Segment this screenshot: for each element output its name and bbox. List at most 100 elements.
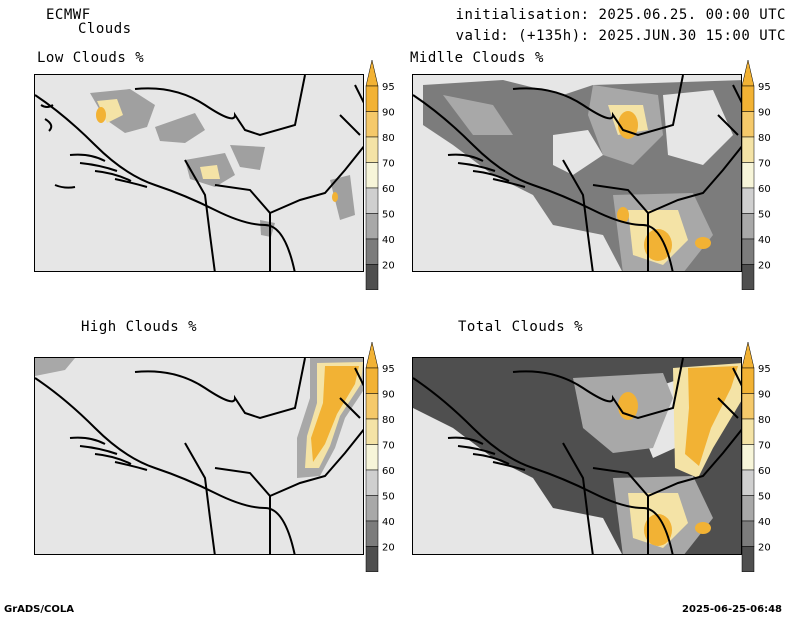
colorbar-tick-label: 50 bbox=[758, 492, 771, 503]
coastline bbox=[413, 75, 741, 271]
colorbar-segment bbox=[741, 187, 755, 214]
colorbar-segment bbox=[741, 469, 755, 496]
colorbar-segment bbox=[365, 238, 379, 265]
colorbar-segment bbox=[741, 393, 755, 420]
middle-cloud-map bbox=[413, 75, 741, 271]
high-cloud-field bbox=[35, 358, 363, 478]
coastline bbox=[35, 358, 363, 554]
colorbar-segment bbox=[741, 495, 755, 522]
panel-title-total: Total Clouds % bbox=[458, 319, 584, 335]
colorbar-segment bbox=[741, 264, 755, 291]
colorbar-segment bbox=[741, 213, 755, 240]
panel-title-middle: Midlle Clouds % bbox=[410, 50, 544, 66]
colorbar-segment bbox=[365, 264, 379, 291]
colorbar-tick-label: 60 bbox=[382, 466, 395, 477]
model-label: ECMWF bbox=[46, 7, 91, 23]
colorbar-max-arrow bbox=[741, 59, 755, 87]
colorbar-tick-label: 80 bbox=[382, 415, 395, 426]
colorbar-tick-label: 40 bbox=[758, 235, 771, 246]
colorbar-segment bbox=[741, 444, 755, 471]
colorbar-tick-label: 80 bbox=[758, 415, 771, 426]
colorbar-segment bbox=[365, 213, 379, 240]
low-cloud-map bbox=[35, 75, 363, 271]
low-cloud-field bbox=[90, 89, 355, 237]
colorbar-tick-label: 50 bbox=[758, 210, 771, 221]
colorbar-tick-label: 70 bbox=[758, 441, 771, 452]
total-cloud-map bbox=[413, 358, 741, 554]
high-cloud-map bbox=[35, 358, 363, 554]
colorbar-tick-label: 20 bbox=[758, 543, 771, 554]
coastline bbox=[35, 75, 363, 271]
colorbar-segment bbox=[741, 418, 755, 445]
colorbar-segment bbox=[365, 85, 379, 112]
colorbar-segment bbox=[365, 546, 379, 573]
colorbar-segment bbox=[365, 495, 379, 522]
colorbar-tick-label: 20 bbox=[758, 261, 771, 272]
colorbar-segment bbox=[741, 111, 755, 138]
colorbar-segment bbox=[365, 136, 379, 163]
colorbar-segment bbox=[741, 367, 755, 394]
product-label: Clouds bbox=[78, 21, 132, 37]
panel-title-high: High Clouds % bbox=[81, 319, 198, 335]
footer-software: GrADS/COLA bbox=[4, 604, 74, 615]
colorbar-tick-label: 60 bbox=[382, 184, 395, 195]
map-panel-low bbox=[34, 74, 364, 272]
colorbar-top-left: 95 90 80 70 60 50 40 20 bbox=[364, 59, 416, 315]
colorbar-svg: 95 90 80 70 60 50 40 20 bbox=[365, 59, 395, 315]
colorbar-segment bbox=[365, 520, 379, 547]
colorbar-tick-label: 90 bbox=[758, 108, 771, 119]
colorbar-segment bbox=[365, 418, 379, 445]
map-panel-middle bbox=[412, 74, 742, 272]
colorbar-segment bbox=[741, 238, 755, 265]
total-cloud-field bbox=[413, 358, 741, 554]
map-panel-total bbox=[412, 357, 742, 555]
map-panel-high bbox=[34, 357, 364, 555]
footer-timestamp: 2025-06-25-06:48 bbox=[682, 604, 782, 615]
colorbar-segment bbox=[365, 111, 379, 138]
init-time: initialisation: 2025.06.25. 00:00 UTC bbox=[455, 7, 786, 23]
colorbar-segment bbox=[741, 85, 755, 112]
colorbar-tick-label: 90 bbox=[758, 390, 771, 401]
colorbar-segment bbox=[741, 546, 755, 573]
colorbar-tick-label: 90 bbox=[382, 390, 395, 401]
colorbar-tick-label: 20 bbox=[382, 261, 395, 272]
colorbar-segment bbox=[741, 162, 755, 189]
colorbar-tick-label: 95 bbox=[382, 82, 395, 93]
colorbar-tick-label: 40 bbox=[758, 517, 771, 528]
valid-time: valid: (+135h): 2025.JUN.30 15:00 UTC bbox=[455, 28, 786, 44]
coastline bbox=[413, 358, 741, 554]
colorbar-tick-label: 40 bbox=[382, 235, 395, 246]
colorbar-tick-label: 80 bbox=[382, 133, 395, 144]
colorbar-segment bbox=[365, 162, 379, 189]
colorbar-top-right: 95 90 80 70 60 50 40 20 bbox=[740, 59, 792, 315]
colorbar-tick-label: 95 bbox=[758, 82, 771, 93]
colorbar-segment bbox=[365, 393, 379, 420]
colorbar-svg: 95 90 80 70 60 50 40 20 bbox=[365, 341, 395, 597]
colorbar-tick-label: 20 bbox=[382, 543, 395, 554]
colorbar-tick-label: 40 bbox=[382, 517, 395, 528]
colorbar-max-arrow bbox=[365, 341, 379, 369]
colorbar-segment bbox=[365, 444, 379, 471]
colorbar-segment bbox=[365, 469, 379, 496]
colorbar-tick-label: 50 bbox=[382, 492, 395, 503]
colorbar-tick-label: 70 bbox=[382, 441, 395, 452]
colorbar-segment bbox=[741, 520, 755, 547]
colorbar-max-arrow bbox=[365, 59, 379, 87]
colorbar-tick-label: 80 bbox=[758, 133, 771, 144]
colorbar-tick-label: 50 bbox=[382, 210, 395, 221]
colorbar-tick-label: 70 bbox=[758, 159, 771, 170]
colorbar-segment bbox=[365, 367, 379, 394]
colorbar-tick-label: 60 bbox=[758, 466, 771, 477]
colorbar-bottom-right: 95 90 80 70 60 50 40 20 bbox=[740, 341, 792, 597]
colorbar-svg: 95 90 80 70 60 50 40 20 bbox=[741, 59, 771, 315]
colorbar-tick-label: 95 bbox=[382, 364, 395, 375]
colorbar-svg: 95 90 80 70 60 50 40 20 bbox=[741, 341, 771, 597]
colorbar-segment bbox=[741, 136, 755, 163]
colorbar-tick-label: 95 bbox=[758, 364, 771, 375]
colorbar-segment bbox=[365, 187, 379, 214]
panel-title-low: Low Clouds % bbox=[37, 50, 145, 66]
colorbar-tick-label: 60 bbox=[758, 184, 771, 195]
colorbar-tick-label: 70 bbox=[382, 159, 395, 170]
colorbar-max-arrow bbox=[741, 341, 755, 369]
colorbar-tick-label: 90 bbox=[382, 108, 395, 119]
